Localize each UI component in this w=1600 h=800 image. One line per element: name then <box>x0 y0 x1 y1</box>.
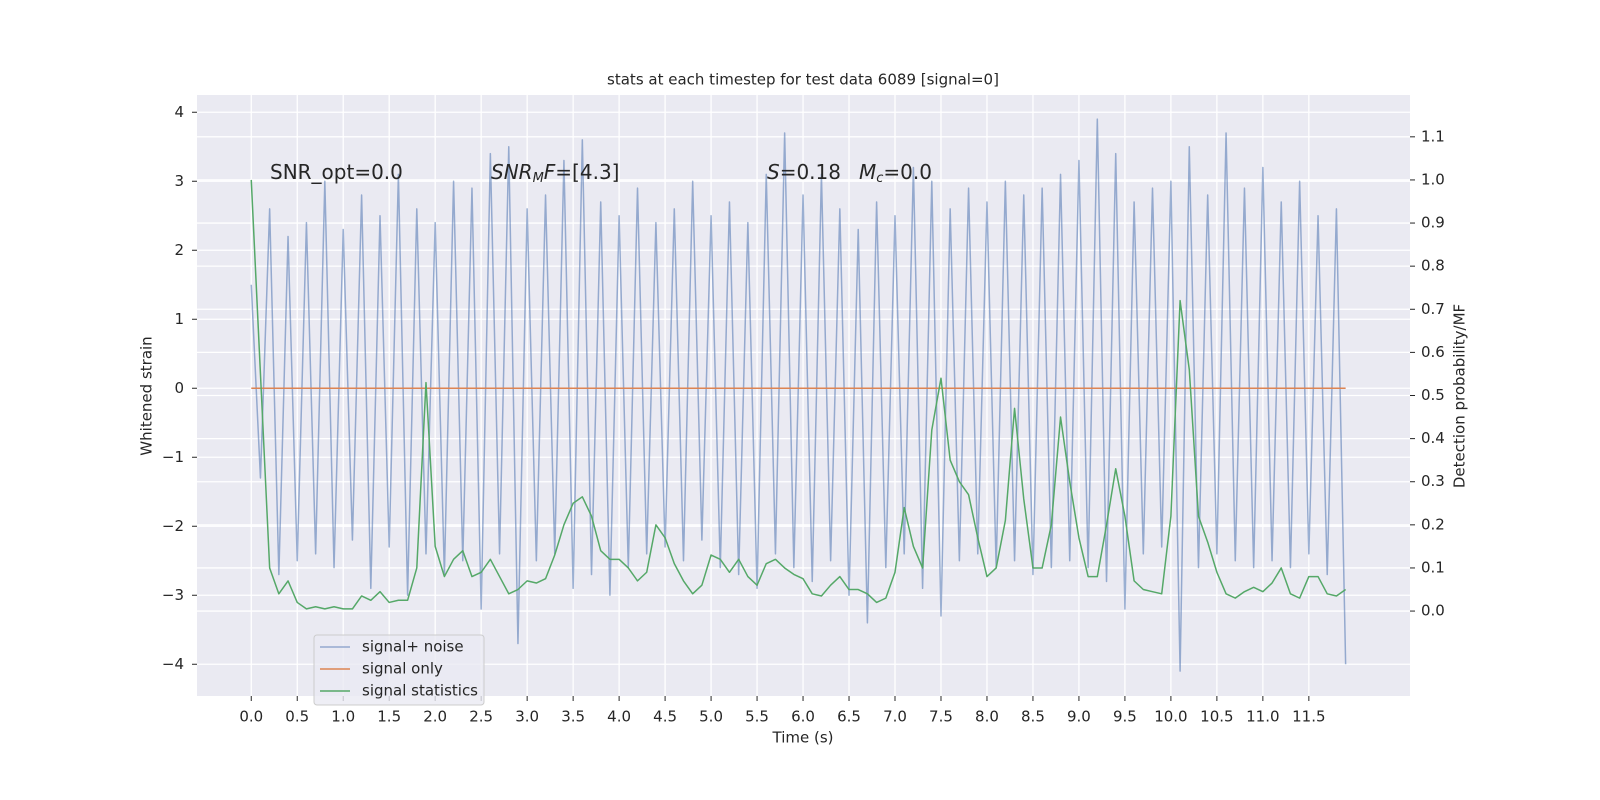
x-tick-label: 4.0 <box>607 708 631 726</box>
y-tick-label: −4 <box>162 655 184 673</box>
series-line <box>250 179 1347 610</box>
y-tick-label: 0 <box>174 379 184 397</box>
y2-tick-label: 0.4 <box>1421 429 1445 447</box>
annotation-part: M <box>533 171 544 186</box>
annotation: SNR_opt=0.0 <box>270 160 403 184</box>
x-tick-label: 9.5 <box>1113 708 1137 726</box>
y-tick-label: 4 <box>174 103 184 121</box>
annotation-part: =0.0 <box>883 160 932 184</box>
annotation-part: =[4.3] <box>555 160 619 184</box>
y-tick-label: 1 <box>174 310 184 328</box>
x-tick-label: 8.5 <box>1021 708 1045 726</box>
y-tick-label: 3 <box>174 172 184 190</box>
y-tick-label: −3 <box>162 586 184 604</box>
x-tick-label: 0.5 <box>285 708 309 726</box>
annotation-part: F <box>544 160 556 184</box>
x-tick-label: 10.5 <box>1200 708 1233 726</box>
y2-tick-label: 1.0 <box>1421 170 1445 188</box>
x-tick-label: 8.0 <box>975 708 999 726</box>
x-tick-label: 3.0 <box>515 708 539 726</box>
y2-tick-label: 0.5 <box>1421 386 1445 404</box>
x-tick-label: 5.0 <box>699 708 723 726</box>
annotation: S=0.18 <box>767 160 841 184</box>
x-tick-label: 6.0 <box>791 708 815 726</box>
y2-tick-label: 0.2 <box>1421 515 1445 533</box>
y-tick-label: −2 <box>162 517 184 535</box>
chart-title: stats at each timestep for test data 608… <box>607 71 999 89</box>
x-tick-label: 7.0 <box>883 708 907 726</box>
x-tick-label: 2.5 <box>469 708 493 726</box>
legend-label: signal statistics <box>362 682 478 700</box>
x-tick-label: 6.5 <box>837 708 861 726</box>
series-line <box>250 118 1347 672</box>
legend-label: signal+ noise <box>362 638 464 656</box>
legend-label: signal only <box>362 660 443 678</box>
annotation-part: c <box>876 171 883 186</box>
y2-tick-label: 0.7 <box>1421 300 1445 318</box>
labels: 0.0 0.5 1.0 1.5 2.0 2.5 3.0 3.5 4.0 4.5 5.0 5.5 6.0 6… <box>162 103 1445 726</box>
x-tick-label: 1.5 <box>377 708 401 726</box>
y-axis-label: Whitened strain <box>138 336 156 455</box>
x-tick-label: 9.0 <box>1067 708 1091 726</box>
annotation-part: SNR_opt=0.0 <box>270 160 403 184</box>
annotation-part: S <box>767 160 780 184</box>
annotation: SNRMF=[4.3] <box>491 160 619 186</box>
legend: signal+ noise signal only signal statistic… <box>313 634 485 706</box>
x-tick-label: 1.0 <box>331 708 355 726</box>
annotation: Mc=0.0 <box>859 160 932 186</box>
x-tick-label: 11.0 <box>1246 708 1279 726</box>
y2-tick-label: 0.0 <box>1421 602 1445 620</box>
y-tick-label: −1 <box>162 448 184 466</box>
x-tick-label: 2.0 <box>423 708 447 726</box>
x-axis-label: Time (s) <box>772 729 834 747</box>
x-tick-label: 5.5 <box>745 708 769 726</box>
x-tick-label: 11.5 <box>1292 708 1325 726</box>
x-tick-label: 7.5 <box>929 708 953 726</box>
y2-tick-label: 0.8 <box>1421 257 1445 275</box>
y2-tick-label: 0.3 <box>1421 472 1445 490</box>
y2-tick-label: 0.6 <box>1421 343 1445 361</box>
x-tick-label: 3.5 <box>561 708 585 726</box>
marks <box>250 118 1347 672</box>
legend-box <box>313 634 485 706</box>
x-tick-label: 0.0 <box>239 708 263 726</box>
x-tick-label: 4.5 <box>653 708 677 726</box>
annotation-part: SNR <box>491 160 533 184</box>
annotation-part: =0.18 <box>780 160 841 184</box>
y2-tick-label: 0.9 <box>1421 214 1445 232</box>
y-tick-label: 2 <box>174 241 184 259</box>
y2-axis-label: Detection probability/MF <box>1451 304 1469 488</box>
x-tick-label: 10.0 <box>1154 708 1187 726</box>
y2-tick-label: 1.1 <box>1421 127 1445 145</box>
annotation-part: M <box>859 160 876 184</box>
y2-tick-label: 0.1 <box>1421 558 1445 576</box>
